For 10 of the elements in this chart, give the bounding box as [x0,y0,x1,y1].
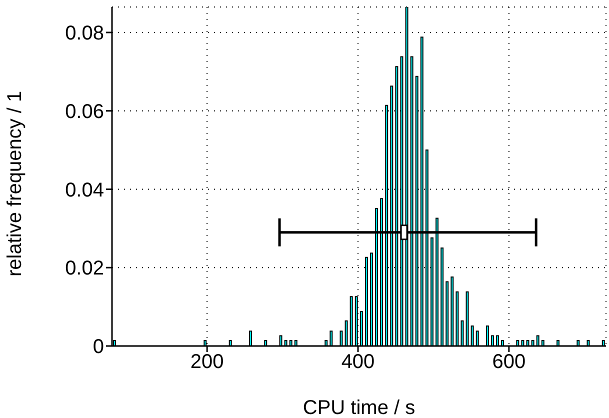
y-axis-title: relative frequency / 1 [4,90,26,276]
x-tick-label: 200 [190,351,224,374]
y-tick-label: 0.04 [65,179,104,202]
x-tick-label: 600 [492,351,526,374]
x-axis-title: CPU time / s [302,397,416,418]
y-tick-label: 0.02 [65,258,104,280]
x-tick-label: 400 [341,351,375,374]
y-tick-label: 0.08 [65,22,104,45]
y-tick-label: 0 [92,336,104,358]
y-tick-label: 0.06 [65,100,104,123]
